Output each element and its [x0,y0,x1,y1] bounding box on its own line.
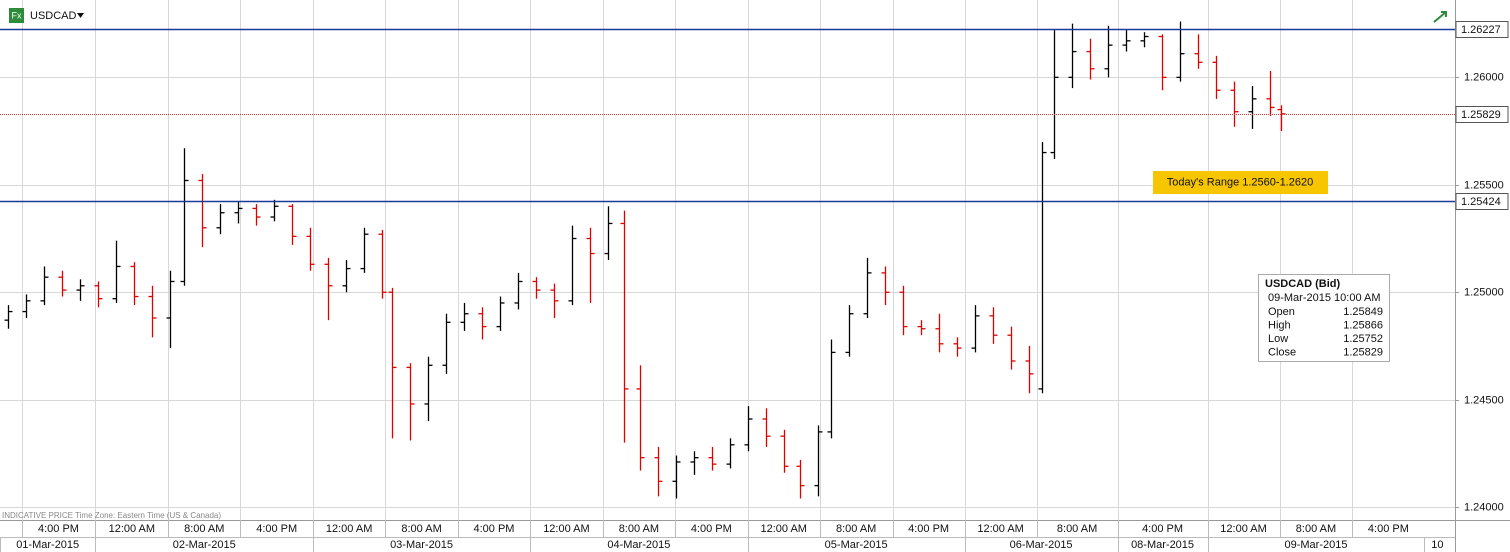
info-box-frame [1258,274,1390,362]
footnote: INDICATIVE PRICE Time Zone: Eastern Time… [2,511,221,520]
x-tick-label: 8:00 AM [1296,523,1336,535]
date-label: 02-Mar-2015 [173,539,236,551]
info-value: 1.25829 [1343,346,1383,358]
x-tick-label: 4:00 PM [1368,523,1409,535]
overlay [0,28,1455,203]
trend-icon[interactable] [1433,11,1447,23]
x-tick-label: 12:00 AM [109,523,155,535]
x-tick-label: 4:00 PM [908,523,949,535]
range-note: Today's Range 1.2560-1.2620 [1167,176,1313,188]
info-label: Close [1268,346,1296,358]
x-tick-label: 8:00 AM [401,523,441,535]
y-tick-label: 1.25500 [1464,179,1504,191]
x-tick-label: 8:00 AM [184,523,224,535]
x-tick-label: 12:00 AM [326,523,372,535]
y-tick-label: 1.24500 [1464,394,1504,406]
y-tick-label: 1.26000 [1464,71,1504,83]
level-label: 1.25829 [1461,109,1501,121]
symbol-dropdown[interactable] [77,13,84,18]
level-label-box [1455,193,1509,210]
info-value: 1.25752 [1343,333,1383,345]
date-label: 03-Mar-2015 [390,539,453,551]
symbol[interactable]: USDCAD [30,10,77,22]
info-label: High [1268,319,1291,331]
date-label: 08-Mar-2015 [1131,539,1194,551]
x-tick-label: 12:00 AM [760,523,806,535]
date-label: 09-Mar-2015 [1284,539,1347,551]
date-label: 01-Mar-2015 [16,539,79,551]
fx-icon-label: Fx [12,10,22,20]
date-label: 04-Mar-2015 [607,539,670,551]
level-label: 1.25424 [1461,196,1501,208]
x-tick-label: 8:00 AM [619,523,659,535]
info-label: Open [1268,306,1295,318]
grid [0,0,1455,520]
level-label-box [1455,106,1509,123]
x-tick-label: 12:00 AM [977,523,1023,535]
x-tick-label: 4:00 PM [474,523,515,535]
level-label: 1.26227 [1461,24,1501,36]
y-tick-label: 1.24000 [1464,501,1504,513]
bars [4,21,1286,499]
date-label: 10 [1431,539,1443,551]
x-tick-label: 4:00 PM [38,523,79,535]
info-label: Low [1268,333,1288,345]
x-tick-label: 4:00 PM [1142,523,1183,535]
level-label-box [1455,21,1509,38]
info-box: USDCAD (Bid) 09-Mar-2015 10:00 AM [1258,274,1390,362]
x-tick-label: 12:00 AM [543,523,589,535]
range-note-box [1153,171,1328,194]
info-value: 1.25866 [1343,319,1383,331]
fx-icon[interactable] [9,8,24,23]
info-time: 09-Mar-2015 10:00 AM [1268,292,1381,304]
x-tick-label: 12:00 AM [1220,523,1266,535]
x-tick-label: 4:00 PM [691,523,732,535]
y-tick-label: 1.25000 [1464,286,1504,298]
x-tick-label: 4:00 PM [256,523,297,535]
date-label: 06-Mar-2015 [1010,539,1073,551]
info-value: 1.25849 [1343,306,1383,318]
date-label: 05-Mar-2015 [825,539,888,551]
x-tick-label: 8:00 AM [836,523,876,535]
x-tick-label: 8:00 AM [1057,523,1097,535]
info-title: USDCAD (Bid) [1265,278,1340,290]
